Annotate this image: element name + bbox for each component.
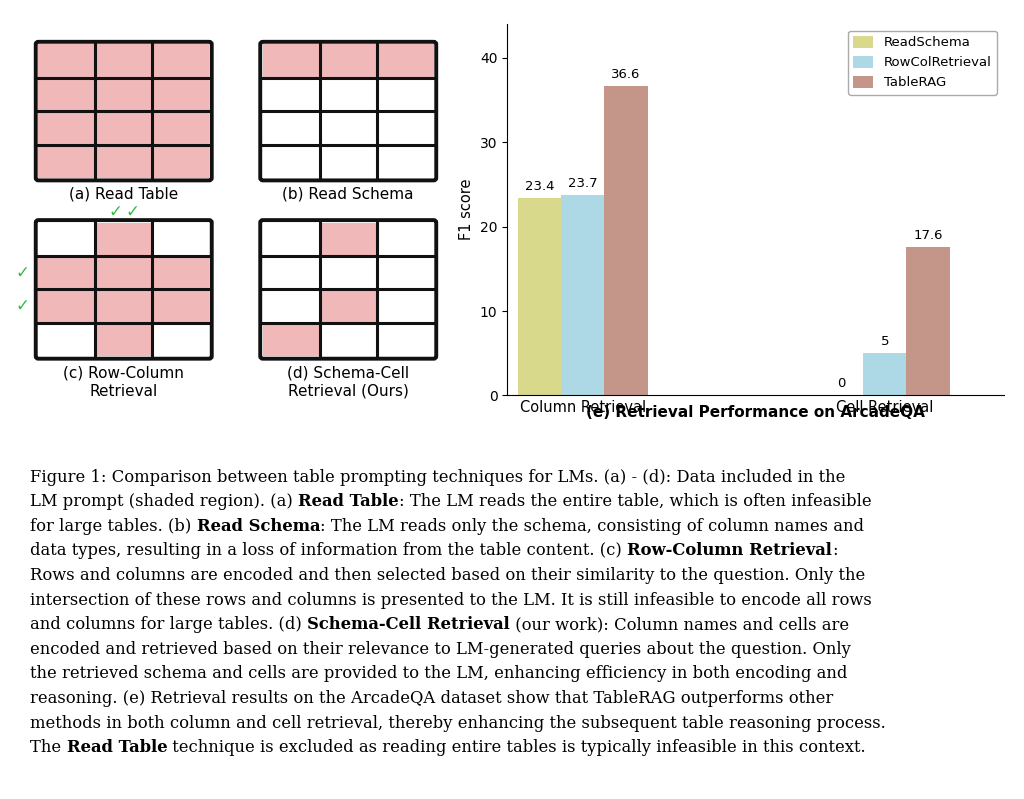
Text: 23.4: 23.4 (525, 180, 554, 193)
Bar (153, 256, 209, 289)
Text: for large tables. (b): for large tables. (b) (31, 518, 197, 535)
Bar (377, 44, 433, 78)
Bar (263, 44, 433, 178)
Text: intersection of these rows and columns is presented to the LM. It is still infea: intersection of these rows and columns i… (31, 591, 872, 609)
Bar (319, 289, 377, 323)
Bar (153, 145, 209, 178)
Bar (39, 78, 95, 111)
Bar (95, 323, 153, 356)
Text: ✓: ✓ (15, 297, 30, 315)
Text: ✓: ✓ (125, 202, 139, 221)
Text: 5: 5 (881, 336, 889, 348)
Text: Figure 1: Comparison between table prompting techniques for LMs. (a) - (d): Data: Figure 1: Comparison between table promp… (31, 469, 846, 486)
Text: LM prompt (shaded region). (a): LM prompt (shaded region). (a) (31, 493, 298, 511)
Text: (d) Schema-Cell
Retrieval (Ours): (d) Schema-Cell Retrieval (Ours) (287, 365, 410, 399)
Text: :: : (833, 543, 838, 559)
Text: and columns for large tables. (d): and columns for large tables. (d) (31, 616, 307, 634)
Bar (153, 111, 209, 145)
Bar (95, 223, 153, 256)
Text: encoded and retrieved based on their relevance to LM-generated queries about the: encoded and retrieved based on their rel… (31, 641, 851, 658)
Bar (263, 323, 319, 356)
Y-axis label: F1 score: F1 score (460, 179, 474, 240)
Bar (263, 44, 319, 78)
Bar (39, 145, 95, 178)
Text: Read Schema: Read Schema (197, 518, 321, 535)
Bar (95, 78, 153, 111)
Text: Row-Column Retrieval: Row-Column Retrieval (628, 543, 833, 559)
Text: technique is excluded as reading entire tables is typically infeasible in this c: technique is excluded as reading entire … (167, 739, 866, 756)
Bar (153, 44, 209, 78)
Text: Read Table: Read Table (67, 739, 167, 756)
Bar (263, 223, 433, 356)
Text: data types, resulting in a loss of information from the table content. (c): data types, resulting in a loss of infor… (31, 543, 628, 559)
Bar (39, 223, 209, 356)
Text: (c) Row-Column
Retrieval: (c) Row-Column Retrieval (63, 365, 184, 399)
Text: ✓: ✓ (109, 202, 122, 221)
Bar (906, 247, 949, 396)
Text: : The LM reads only the schema, consisting of column names and: : The LM reads only the schema, consisti… (321, 518, 864, 535)
Bar (95, 289, 153, 323)
Bar (95, 111, 153, 145)
Text: 0: 0 (838, 376, 846, 390)
Bar (604, 86, 647, 396)
Text: (e) Retrieval Performance on ArcadeQA: (e) Retrieval Performance on ArcadeQA (586, 405, 925, 420)
Bar (153, 78, 209, 111)
Text: methods in both column and cell retrieval, thereby enhancing the subsequent tabl: methods in both column and cell retrieva… (31, 714, 886, 732)
Text: (b) Read Schema: (b) Read Schema (283, 187, 414, 202)
Text: Schema-Cell Retrieval: Schema-Cell Retrieval (307, 616, 510, 634)
Bar (319, 223, 377, 256)
Bar (39, 44, 95, 78)
Text: reasoning. (e) Retrieval results on the ArcadeQA dataset show that TableRAG outp: reasoning. (e) Retrieval results on the … (31, 690, 834, 707)
Bar (39, 111, 95, 145)
Bar (39, 256, 95, 289)
Bar (153, 289, 209, 323)
Bar (95, 145, 153, 178)
Text: ✓: ✓ (15, 264, 30, 282)
Bar (863, 353, 906, 396)
Text: Read Table: Read Table (298, 493, 399, 511)
Bar (518, 198, 561, 396)
Text: the retrieved schema and cells are provided to the LM, enhancing efficiency in b: the retrieved schema and cells are provi… (31, 666, 848, 682)
Text: 36.6: 36.6 (611, 69, 641, 81)
Bar (319, 44, 377, 78)
Legend: ReadSchema, RowColRetrieval, TableRAG: ReadSchema, RowColRetrieval, TableRAG (848, 30, 997, 94)
Text: Rows and columns are encoded and then selected based on their similarity to the : Rows and columns are encoded and then se… (31, 567, 865, 584)
Bar (39, 289, 95, 323)
Bar (95, 256, 153, 289)
Text: (a) Read Table: (a) Read Table (70, 187, 178, 202)
Text: : The LM reads the entire table, which is often infeasible: : The LM reads the entire table, which i… (399, 493, 871, 511)
Text: 17.6: 17.6 (913, 229, 943, 242)
Text: The: The (31, 739, 67, 756)
Text: 23.7: 23.7 (568, 177, 598, 190)
Bar (95, 44, 153, 78)
Text: (our work): Column names and cells are: (our work): Column names and cells are (510, 616, 849, 634)
Bar (561, 196, 604, 396)
Bar (39, 44, 209, 178)
